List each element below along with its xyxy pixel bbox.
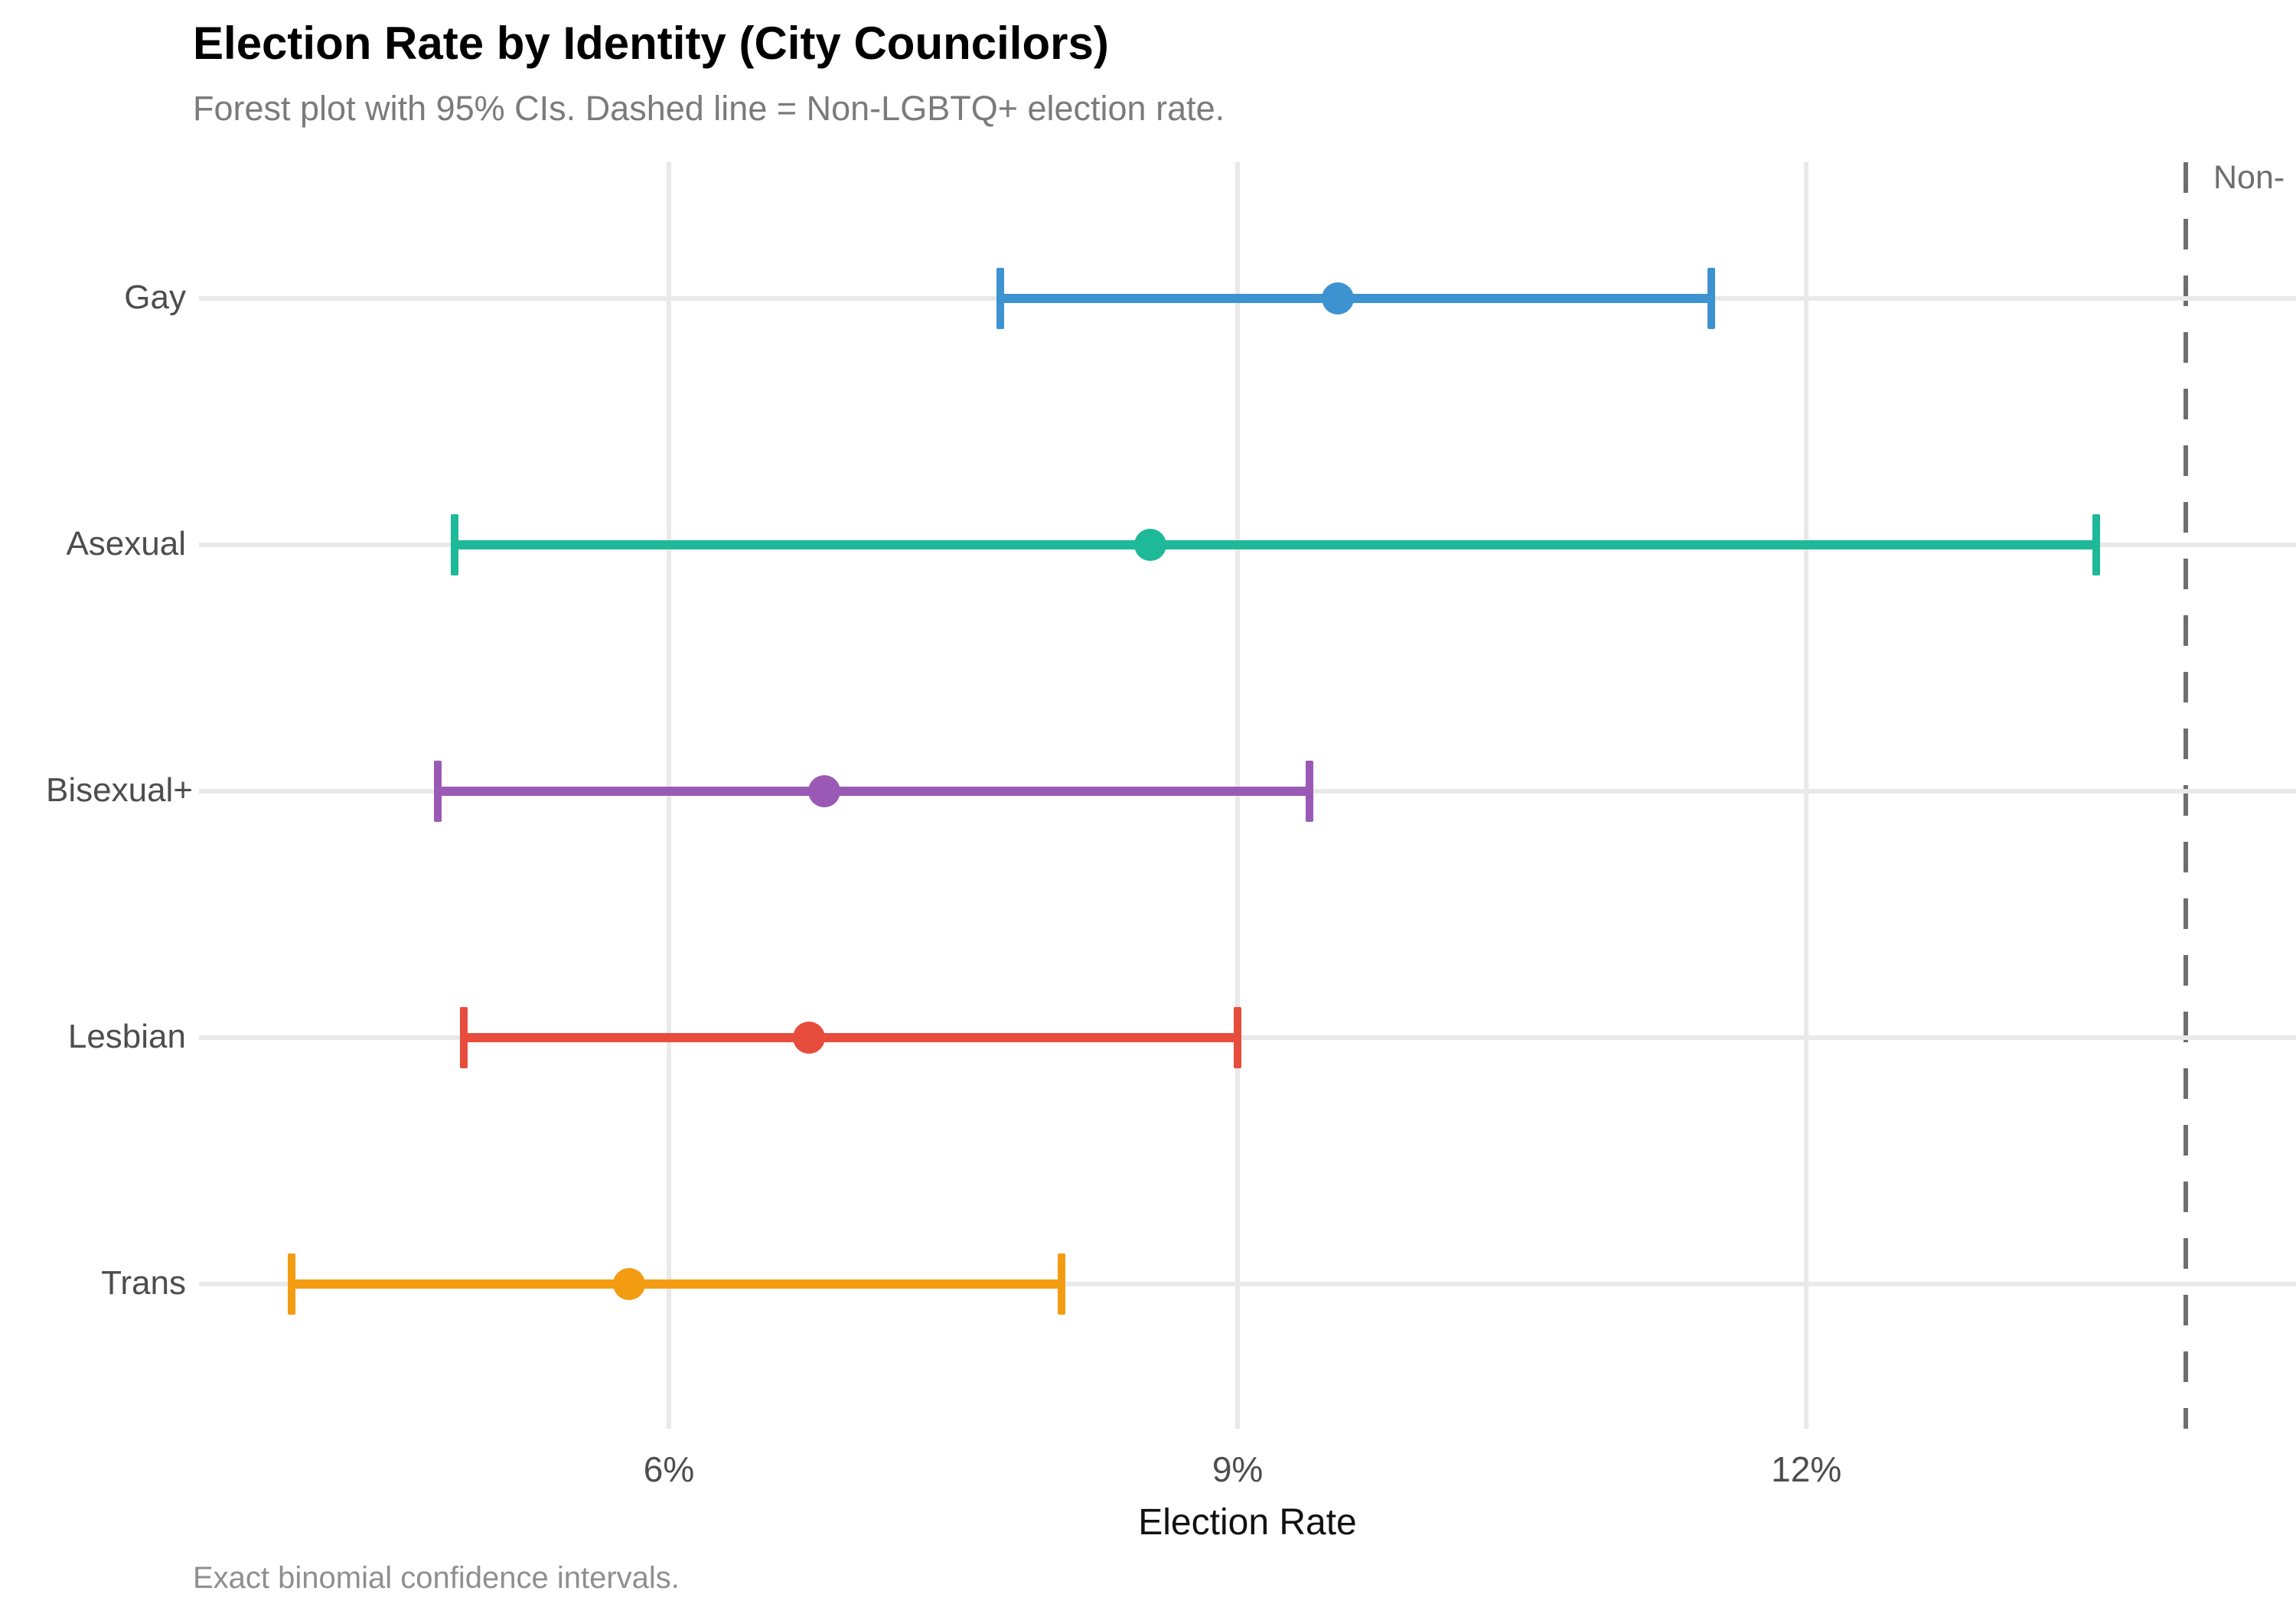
reference-line-label: Non- [2213, 159, 2285, 196]
ci-line-gay [1000, 294, 1712, 303]
point-estimate-marker-gay [1322, 282, 1355, 315]
x-tick-label: 6% [643, 1449, 695, 1489]
ci-line-trans [292, 1279, 1062, 1289]
point-estimate-marker-lesbian [793, 1022, 826, 1054]
ci-cap-low [996, 268, 1005, 329]
ci-cap-low [433, 761, 442, 822]
y-axis-label-lesbian: Lesbian [67, 1018, 186, 1055]
x-tick-label: 12% [1771, 1449, 1842, 1489]
x-axis-title: Election Rate [1138, 1502, 1357, 1543]
chart-title: Election Rate by Identity (City Councilo… [193, 18, 1109, 69]
horizontal-gridline [199, 1035, 2296, 1040]
y-axis-label-asexual: Asexual [66, 525, 186, 562]
reference-dashed-line [2183, 162, 2188, 1429]
ci-line-lesbian [464, 1033, 1238, 1042]
ci-cap-high [2092, 514, 2101, 575]
y-axis-label-bisexual: Bisexual+ [46, 771, 194, 809]
ci-cap-high [1707, 268, 1716, 329]
chart-caption: Exact binomial confidence intervals. [193, 1561, 680, 1595]
ci-cap-low [288, 1253, 296, 1315]
point-estimate-marker-bisexual [808, 775, 841, 807]
point-estimate-marker-asexual [1134, 529, 1167, 561]
vertical-gridline [1804, 162, 1809, 1429]
horizontal-gridline [199, 1282, 2296, 1286]
point-estimate-marker-trans [612, 1268, 645, 1300]
ci-cap-low [451, 514, 459, 575]
y-axis-label-trans: Trans [101, 1264, 186, 1302]
ci-line-asexual [455, 540, 2097, 549]
x-tick-label: 9% [1212, 1449, 1264, 1489]
ci-cap-low [460, 1007, 468, 1068]
ci-cap-high [1306, 761, 1314, 822]
ci-cap-high [1057, 1253, 1065, 1315]
ci-line-bisexual [437, 787, 1310, 796]
ci-cap-high [1234, 1007, 1242, 1068]
chart-subtitle: Forest plot with 95% CIs. Dashed line = … [193, 89, 1225, 128]
y-axis-label-gay: Gay [124, 279, 186, 316]
